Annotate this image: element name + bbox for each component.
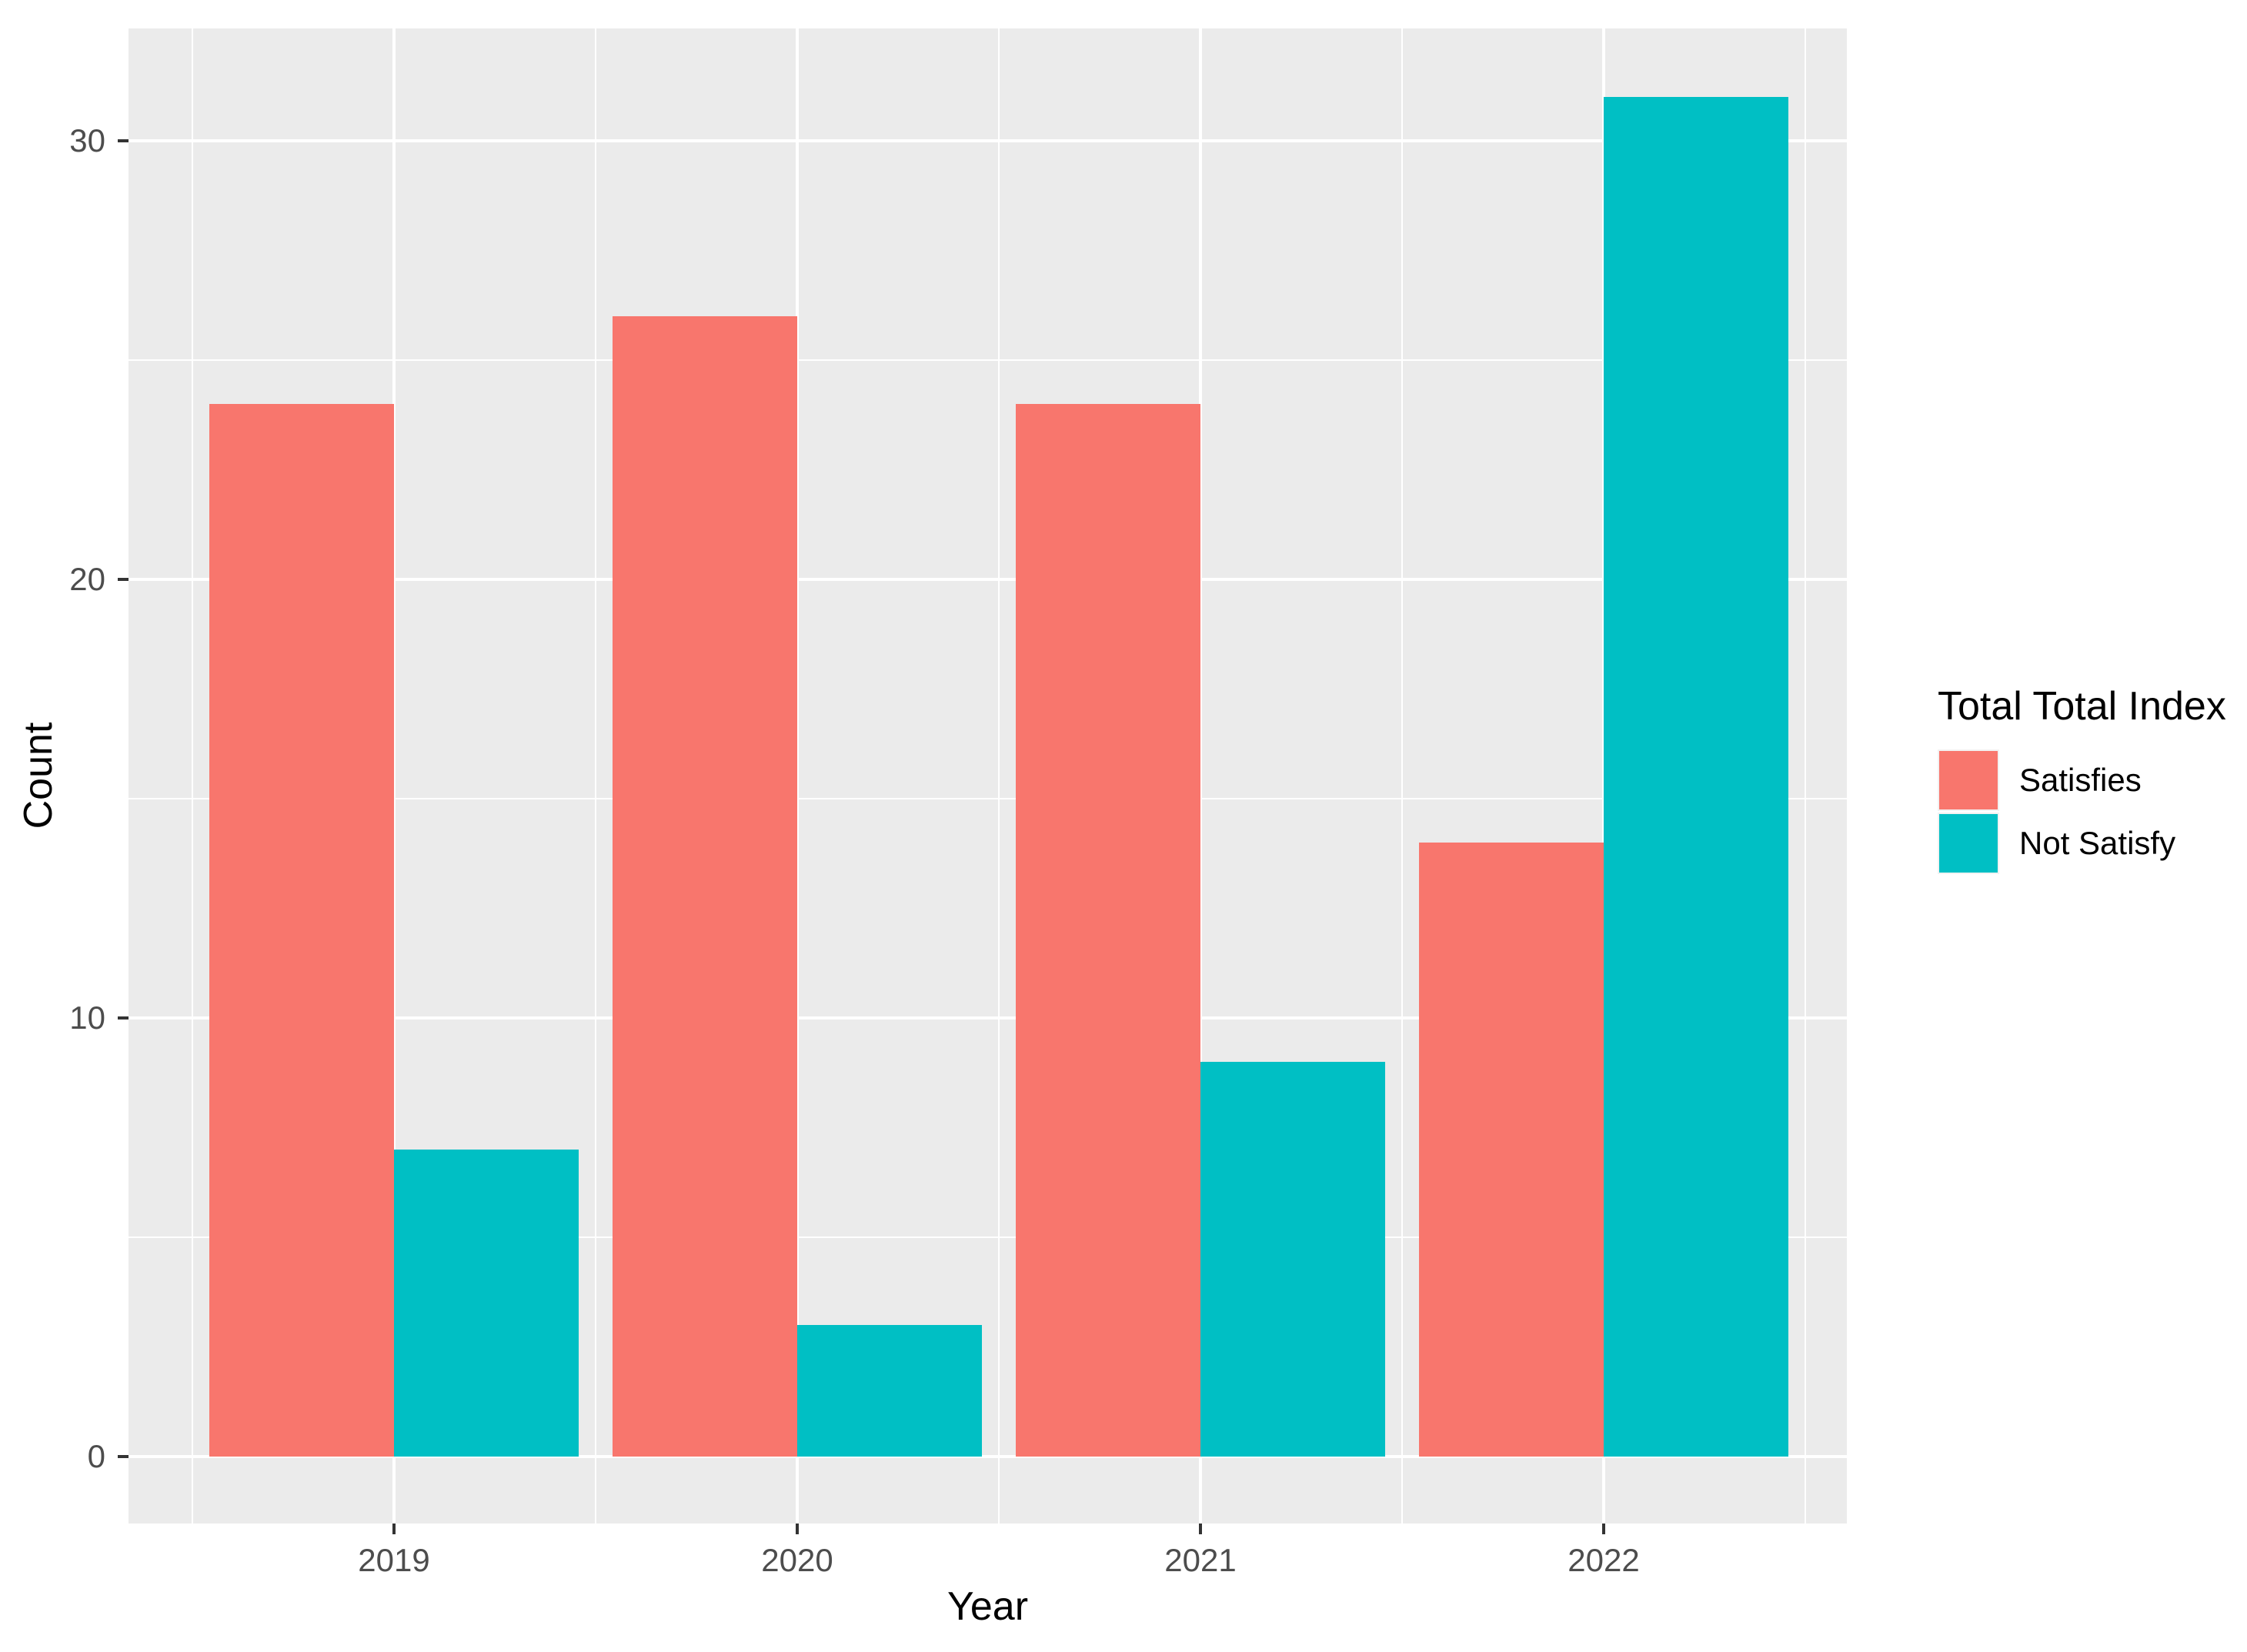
gridline-y-minor [129,798,1847,799]
gridline-y-minor [129,1236,1847,1238]
x-tick-label: 2019 [358,1542,430,1578]
legend-swatch-satisfies [1938,749,1999,811]
gridline-x-minor [595,28,596,1524]
y-tick-mark [118,139,129,142]
gridline-y-major [129,139,1847,142]
x-tick-label: 2022 [1568,1542,1640,1578]
plot-panel [129,28,1847,1524]
x-tick-mark [1602,1524,1605,1534]
y-tick-mark [118,578,129,581]
gridline-x-minor [1805,28,1806,1524]
legend-item-satisfies: Satisfies [1938,749,2226,811]
bar-satisfies-2022 [1419,843,1604,1457]
gridline-y-major [129,1455,1847,1458]
legend-label-not-satisfy: Not Satisfy [2019,825,2176,861]
legend: Total Total Index Satisfies Not Satisfy [1938,683,2226,876]
legend-title: Total Total Index [1938,684,2226,729]
y-axis-title-text: Count [16,722,61,829]
x-tick-mark [1199,1524,1202,1534]
y-tick-label: 10 [69,1000,105,1036]
legend-swatch-not-satisfy [1938,813,1999,874]
x-tick-label: 2021 [1164,1542,1237,1578]
legend-item-not-satisfy: Not Satisfy [1938,813,2226,874]
y-tick-mark [118,1016,129,1020]
gridline-y-major [129,578,1847,581]
gridline-x-major [796,28,799,1524]
y-tick-label: 30 [69,122,105,159]
x-tick-label: 2020 [761,1542,833,1578]
gridline-y-minor [129,359,1847,361]
x-axis-title: Year [947,1584,1029,1629]
gridline-x-major [1199,28,1202,1524]
bar-not-satisfy-2022 [1604,97,1788,1457]
gridline-x-major [392,28,396,1524]
bar-satisfies-2021 [1016,404,1200,1457]
y-tick-mark [118,1455,129,1458]
bar-satisfies-2019 [209,404,394,1457]
gridline-x-minor [192,28,193,1524]
bar-not-satisfy-2019 [394,1150,579,1457]
x-tick-mark [796,1524,799,1534]
bar-not-satisfy-2021 [1200,1062,1385,1457]
gridline-y-major [129,1016,1847,1020]
gridline-x-minor [1401,28,1403,1524]
bar-satisfies-2020 [613,316,797,1457]
x-tick-mark [392,1524,396,1534]
gridline-x-minor [998,28,1000,1524]
y-tick-label: 20 [69,561,105,597]
legend-label-satisfies: Satisfies [2019,762,2142,798]
bar-not-satisfy-2020 [797,1325,982,1457]
y-tick-label: 0 [87,1438,105,1474]
